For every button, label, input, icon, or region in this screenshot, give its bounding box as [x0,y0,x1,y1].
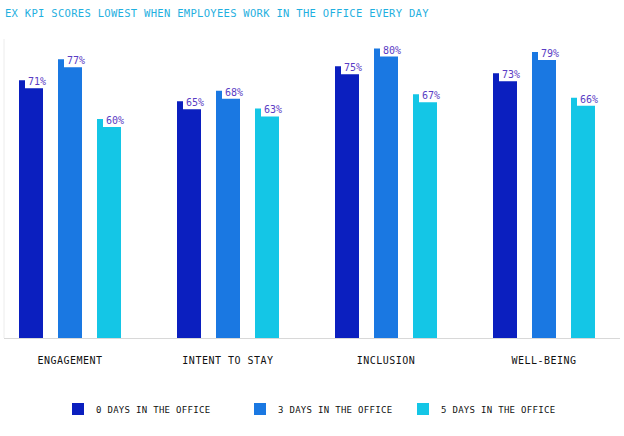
bar [493,73,517,338]
category-label: WELL-BEING [511,355,576,366]
y-axis-line [4,39,5,338]
data-label: 77% [67,55,85,66]
data-label: 73% [502,69,520,80]
data-label: 65% [186,97,204,108]
legend-swatch [254,403,266,415]
bar [255,108,279,338]
category-label: INTENT TO STAY [182,355,273,366]
x-axis-line [4,338,620,339]
bar [216,91,240,338]
data-label: 80% [383,45,401,56]
legend-label: 5 DAYS IN THE OFFICE [441,405,555,415]
bar [58,59,82,338]
bar [532,52,556,338]
bar [97,119,121,338]
category-label: ENGAGEMENT [37,355,102,366]
category-label: INCLUSION [357,355,416,366]
legend-label: 3 DAYS IN THE OFFICE [278,405,392,415]
bar [19,80,43,338]
data-label: 79% [541,48,559,59]
legend-label: 0 DAYS IN THE OFFICE [96,405,210,415]
data-label: 68% [225,87,243,98]
data-label: 63% [264,104,282,115]
bars [19,49,595,338]
legend-swatch [72,403,84,415]
bar [335,66,359,338]
data-label: 67% [422,90,440,101]
bar [374,49,398,338]
chart-container: EX KPI SCORES LOWEST WHEN EMPLOYEES WORK… [0,0,624,436]
legend-swatch [417,403,429,415]
bar [413,94,437,338]
bar [571,98,595,338]
chart-title: EX KPI SCORES LOWEST WHEN EMPLOYEES WORK… [5,7,429,19]
data-label: 71% [28,76,46,87]
data-label: 66% [580,94,598,105]
data-labels: 71% 77% 60% 65% 68% 63% 75% 80% 67% 73% 79% 66% [28,45,598,126]
data-label: 60% [106,115,124,126]
data-label: 75% [344,62,362,73]
legend: 0 DAYS IN THE OFFICE 3 DAYS IN THE OFFICE… [72,403,555,415]
bar [177,101,201,338]
chart-svg: EX KPI SCORES LOWEST WHEN EMPLOYEES WORK… [0,0,624,436]
